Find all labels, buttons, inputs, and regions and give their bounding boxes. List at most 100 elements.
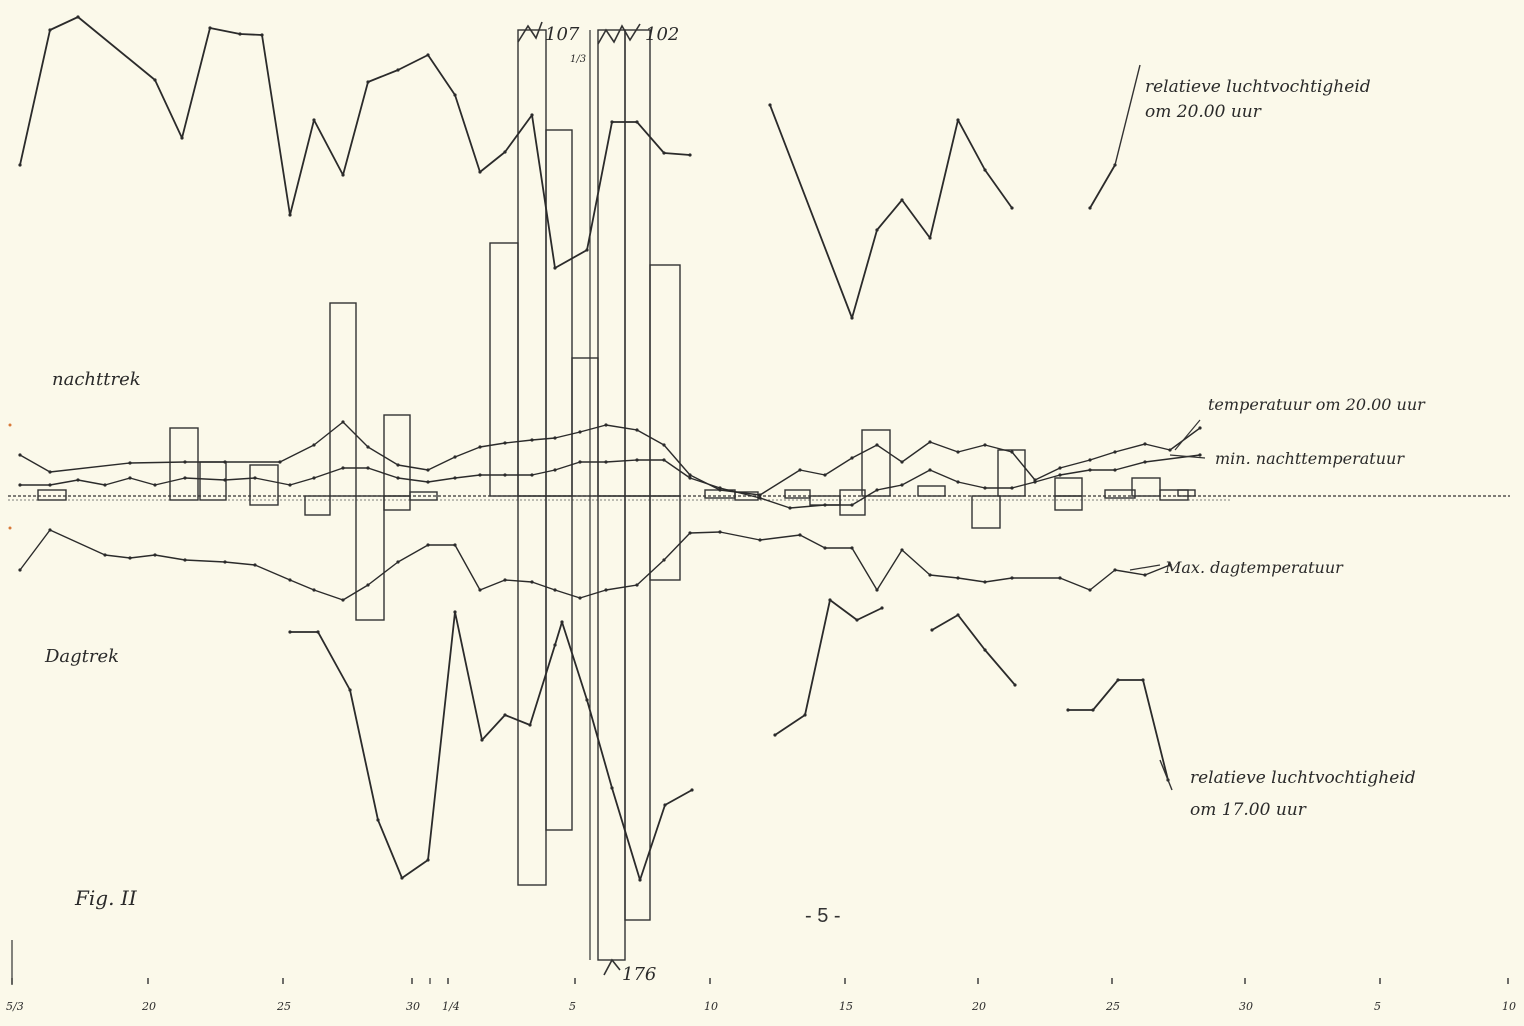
leader-temp20: [1174, 419, 1201, 451]
point-4-2-1: [956, 613, 960, 617]
marker-107: [517, 21, 543, 43]
point-0-0-0: [18, 163, 22, 167]
point-1-0-13: [503, 441, 507, 445]
point-4-1-4: [880, 606, 884, 610]
point-3-0-22: [662, 558, 666, 562]
bar-26: [839, 489, 866, 516]
series-4-seg-0: [290, 611, 693, 881]
point-4-0-10: [553, 643, 557, 647]
point-3-0-12: [396, 560, 400, 564]
point-2-0-2: [76, 478, 80, 482]
point-2-0-7: [223, 478, 227, 482]
point-1-0-31: [1010, 450, 1014, 454]
point-1-0-33: [1058, 466, 1062, 470]
bar-9: [409, 491, 438, 501]
point-4-0-16: [690, 788, 694, 792]
point-3-0-15: [478, 588, 482, 592]
point-2-0-28: [823, 503, 827, 507]
point-3-0-29: [875, 588, 879, 592]
figure-label: Fig. II: [74, 886, 138, 910]
point-4-0-15: [663, 803, 667, 807]
point-0-1-5: [956, 118, 960, 122]
point-2-0-40: [1143, 460, 1147, 464]
point-1-0-11: [453, 455, 457, 459]
x-tick-label-1: 20: [141, 1000, 156, 1013]
bar-28: [917, 485, 946, 497]
point-2-0-15: [453, 476, 457, 480]
bar-34: [1131, 477, 1161, 497]
point-3-0-16: [503, 578, 507, 582]
point-2-0-18: [530, 473, 534, 477]
bar-14: [545, 495, 573, 831]
point-0-0-1: [48, 28, 52, 32]
point-0-1-7: [1010, 206, 1014, 210]
point-3-0-33: [983, 580, 987, 584]
point-4-0-4: [400, 876, 404, 880]
point-2-0-10: [312, 476, 316, 480]
bar-1: [169, 427, 199, 501]
x-tick-label-10: 30: [1239, 1000, 1253, 1013]
point-1-0-10: [426, 468, 430, 472]
point-2-0-22: [635, 458, 639, 462]
page-number: - 5 -: [805, 905, 841, 927]
edge-mark-1: [8, 423, 12, 427]
point-2-0-38: [1088, 468, 1092, 472]
x-tick-label-2: 25: [276, 1000, 291, 1013]
bar-23: [734, 491, 759, 501]
point-0-0-9: [312, 118, 316, 122]
bar-8: [383, 495, 411, 511]
point-4-0-2: [348, 688, 352, 692]
point-2-0-30: [875, 488, 879, 492]
point-3-0-17: [530, 580, 534, 584]
point-0-0-12: [396, 68, 400, 72]
point-4-3-1: [1091, 708, 1095, 712]
bar-13: [545, 129, 573, 497]
point-3-0-23: [688, 531, 692, 535]
point-1-0-3: [183, 460, 187, 464]
point-3-0-39: [1168, 563, 1172, 567]
x-tick-label-7: 15: [839, 1000, 853, 1013]
label-temp20: temperatuur om 20.00 uur: [1208, 395, 1426, 414]
point-3-0-4: [153, 553, 157, 557]
leader-min: [1169, 454, 1206, 459]
point-2-0-34: [983, 486, 987, 490]
point-4-0-7: [480, 738, 484, 742]
point-1-0-17: [604, 423, 608, 427]
point-1-0-26: [875, 443, 879, 447]
point-4-0-9: [528, 723, 532, 727]
series-0-seg-2: [1089, 164, 1116, 209]
bar-12: [517, 495, 547, 886]
point-2-0-3: [103, 483, 107, 487]
point-1-0-24: [823, 473, 827, 477]
point-2-0-4: [128, 476, 132, 480]
point-3-0-31: [928, 573, 932, 577]
point-3-0-19: [578, 596, 582, 600]
label-nachttrek: nachttrek: [52, 369, 141, 390]
point-0-1-4: [928, 236, 932, 240]
leader-rh20: [1114, 64, 1141, 166]
point-1-0-38: [1198, 426, 1202, 430]
x-tick-label-5: 5: [569, 1000, 576, 1013]
point-1-0-23: [798, 468, 802, 472]
point-2-0-1: [48, 483, 52, 487]
bar-35: [1159, 489, 1189, 501]
point-3-0-8: [288, 578, 292, 582]
point-3-0-7: [253, 563, 257, 567]
point-4-0-5: [426, 858, 430, 862]
bar-label-102: 102: [645, 24, 679, 45]
point-3-0-34: [1010, 576, 1014, 580]
point-4-2-3: [1013, 683, 1017, 687]
point-2-0-23: [662, 458, 666, 462]
point-2-0-29: [850, 503, 854, 507]
point-3-0-27: [823, 546, 827, 550]
point-0-0-18: [553, 266, 557, 270]
point-3-0-9: [312, 588, 316, 592]
marker-102: [597, 23, 641, 45]
point-0-0-23: [688, 153, 692, 157]
bar-5: [329, 302, 357, 497]
point-2-0-0: [18, 483, 22, 487]
point-0-0-17: [530, 113, 534, 117]
series-4-seg-1: [774, 599, 883, 736]
